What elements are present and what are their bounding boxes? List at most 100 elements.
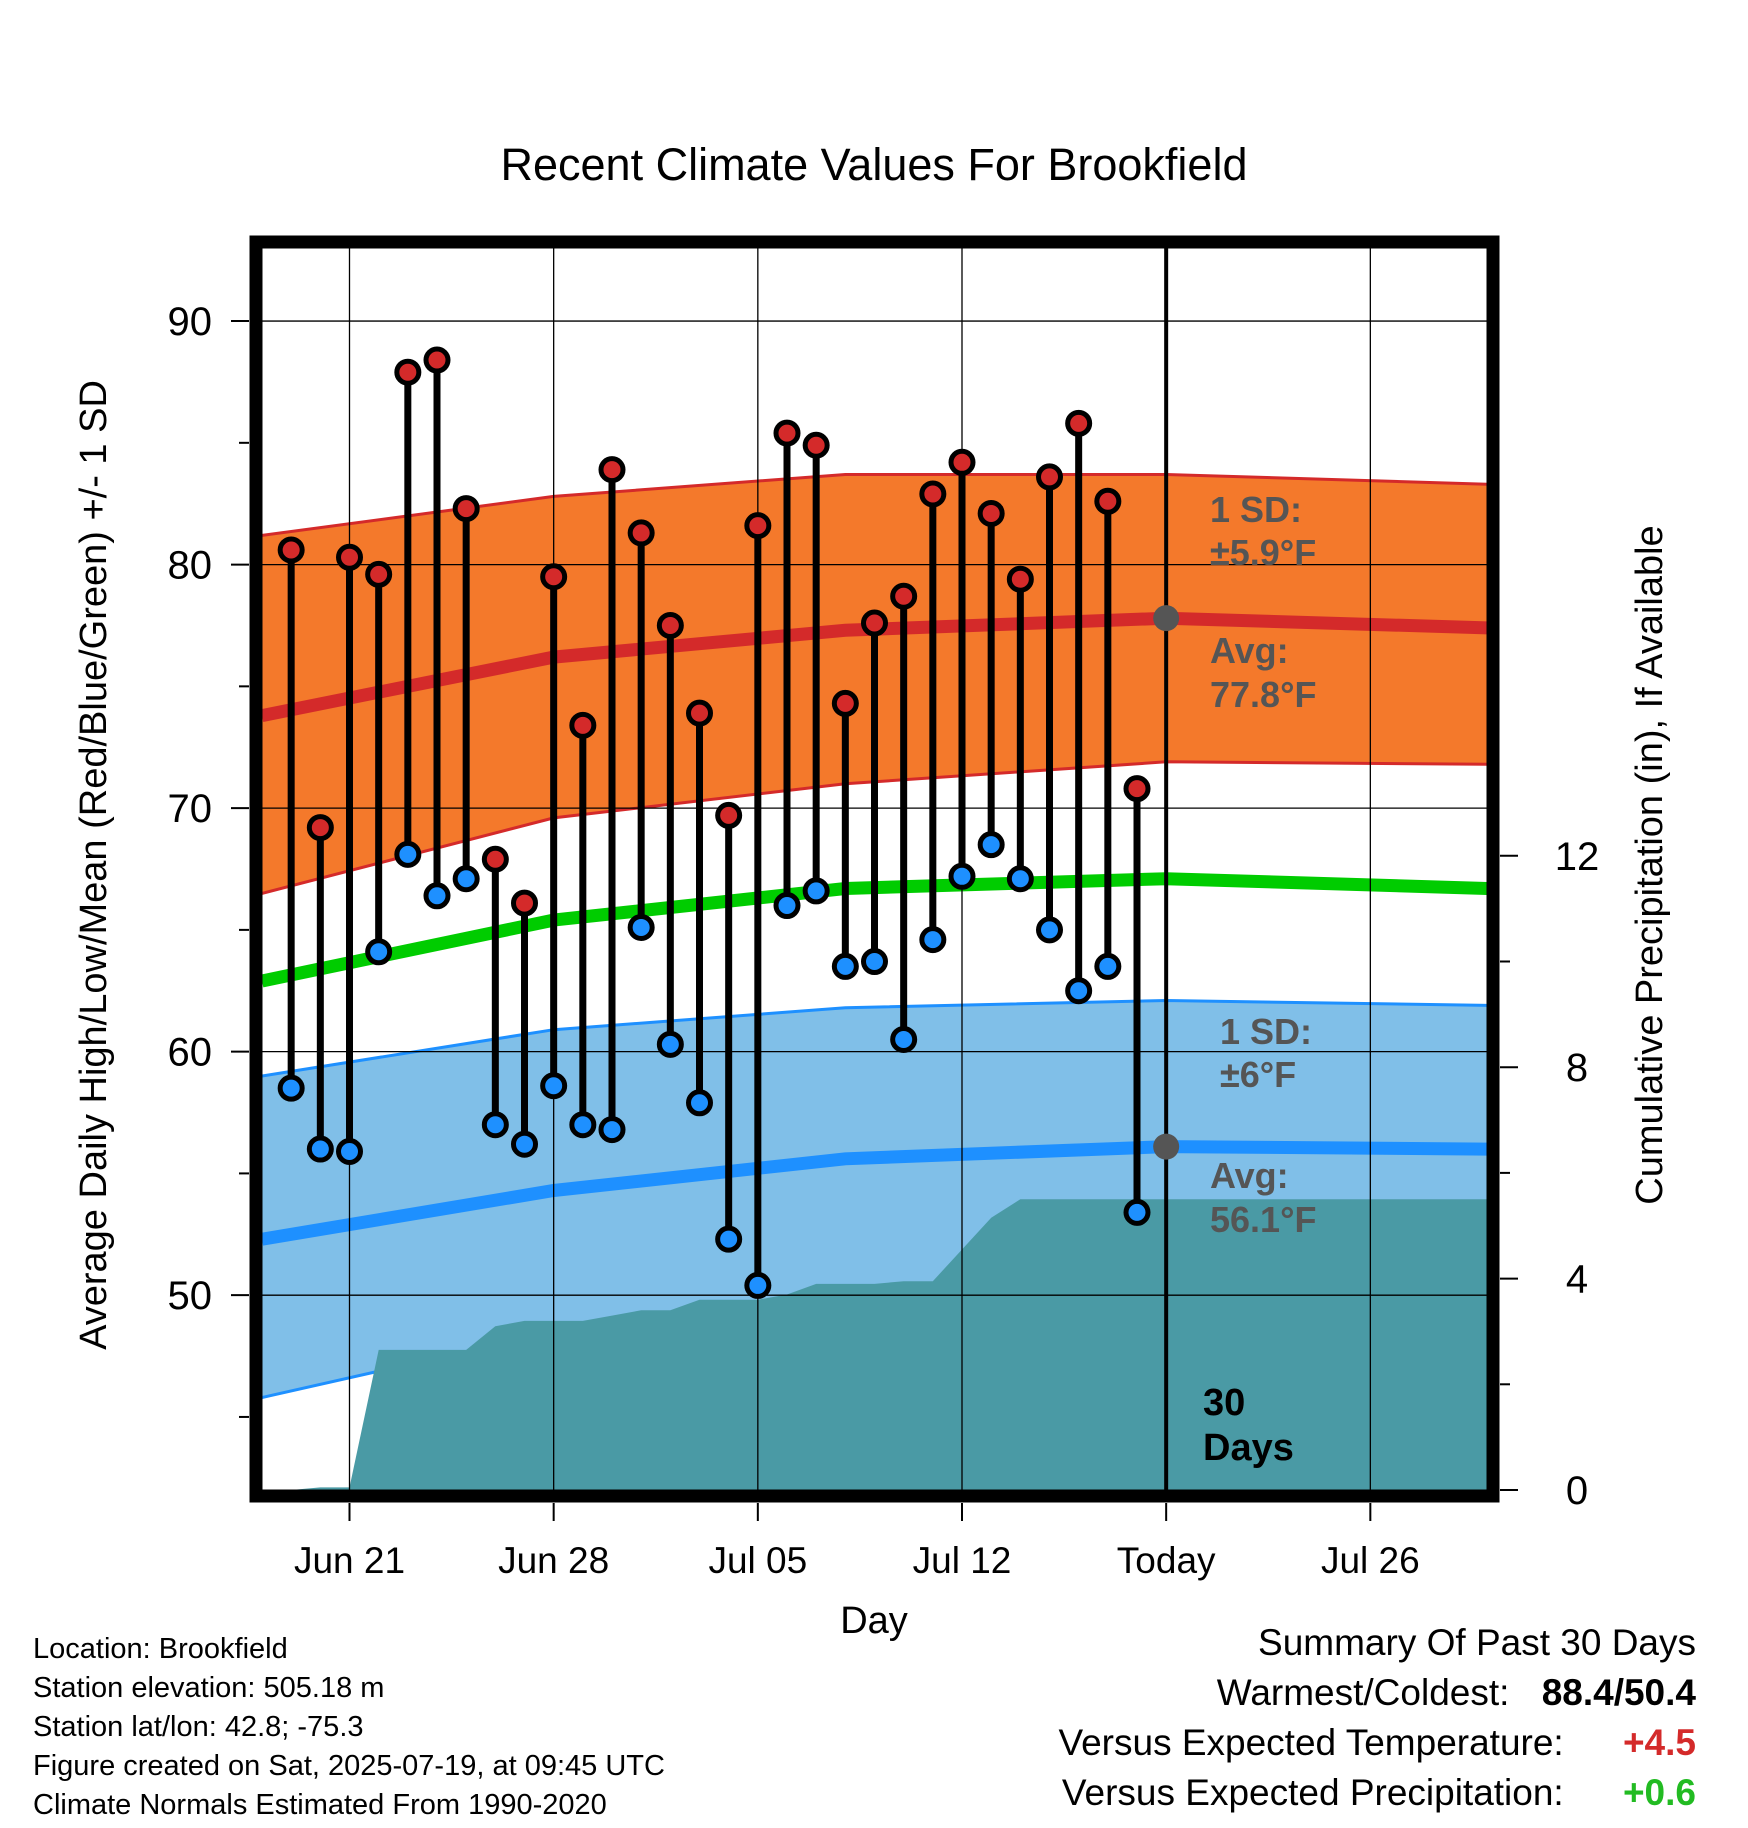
days-number: 30 — [1203, 1382, 1245, 1424]
y2-tick-label: 4 — [1566, 1258, 1588, 1302]
daily-high-point — [831, 689, 859, 717]
daily-observation — [1036, 463, 1063, 944]
cumulative-precip-area — [262, 1199, 1487, 1490]
daily-high-point — [569, 711, 597, 739]
today-low-avg-marker — [1153, 1133, 1180, 1160]
summary-precip-row: Versus Expected Precipitation: +0.6 — [1062, 1774, 1696, 1811]
daily-high-point — [715, 801, 743, 829]
daily-low-point — [861, 948, 888, 976]
daily-low-point — [890, 1025, 918, 1053]
low-sd-value: ±6°F — [1220, 1054, 1296, 1095]
daily-observation — [423, 346, 451, 910]
daily-high-point — [919, 480, 947, 508]
daily-low-point — [452, 865, 480, 893]
daily-observation — [656, 611, 684, 1058]
daily-observation — [306, 814, 334, 1163]
daily-high-point — [540, 563, 568, 591]
y-tick-label: 50 — [168, 1274, 213, 1318]
y2-tick-label: 8 — [1566, 1046, 1588, 1090]
daily-high-point — [773, 419, 801, 447]
x-tick-label: Jun 28 — [498, 1540, 609, 1581]
daily-observation — [977, 499, 1005, 859]
daily-high-point — [481, 845, 509, 873]
daily-high-point — [598, 456, 626, 484]
daily-high-point — [627, 519, 655, 547]
x-tick-label: Today — [1117, 1540, 1216, 1581]
normal-low-sd-band — [262, 1000, 1487, 1398]
daily-low-point — [394, 840, 422, 868]
daily-low-point — [1123, 1198, 1151, 1226]
daily-high-point — [656, 611, 684, 639]
precip-label: Versus Expected Precipitation: — [1061, 1772, 1564, 1813]
daily-observation — [744, 512, 772, 1299]
daily-observation — [1006, 565, 1034, 893]
daily-low-point — [540, 1072, 568, 1100]
today-high-avg-marker — [1153, 605, 1180, 632]
daily-high-point — [861, 609, 888, 637]
daily-high-point — [977, 499, 1005, 527]
daily-observation — [715, 801, 743, 1253]
daily-low-point — [365, 938, 393, 966]
daily-high-point — [336, 543, 363, 571]
y-tick-label: 80 — [168, 544, 213, 588]
daily-observation — [890, 582, 918, 1053]
low-avg-annotation: Avg: 56.1°F — [1210, 1155, 1316, 1240]
high-sd-annotation: 1 SD: ±5.9°F — [1210, 489, 1316, 573]
precip-value: +0.6 — [1622, 1772, 1696, 1813]
normal-high-mean-line — [262, 611, 1487, 722]
daily-observation — [1094, 487, 1122, 980]
daily-high-point — [802, 431, 830, 459]
high-sd-label: 1 SD: — [1210, 489, 1302, 530]
daily-low-point — [686, 1089, 713, 1117]
daily-high-point — [1036, 463, 1063, 491]
daily-observation — [919, 480, 947, 954]
daily-observation — [277, 536, 305, 1102]
normal-low-sd-upper-line — [262, 998, 1487, 1078]
daily-low-point — [598, 1116, 626, 1144]
daily-high-point — [511, 889, 538, 917]
daily-observation — [452, 495, 480, 893]
daily-low-point — [423, 882, 451, 910]
x-tick-label: Jun 21 — [294, 1540, 405, 1581]
daily-low-point — [831, 952, 859, 980]
daily-low-point — [1065, 977, 1093, 1005]
high-avg-annotation: Avg: 77.8°F — [1210, 630, 1316, 715]
temp-value: +4.5 — [1622, 1722, 1696, 1763]
low-sd-annotation: 1 SD: ±6°F — [1220, 1011, 1312, 1095]
location-text: Location: Brookfield — [33, 1633, 288, 1665]
elevation-text: Station elevation: 505.18 m — [33, 1672, 385, 1704]
daily-low-point — [306, 1135, 334, 1163]
daily-low-point — [715, 1225, 743, 1253]
plot-frame — [249, 235, 1500, 1503]
x-tick-label: Jul 26 — [1321, 1540, 1420, 1581]
daily-observation — [861, 609, 888, 976]
daily-high-point — [452, 495, 480, 523]
x-tick-label: Jul 05 — [708, 1540, 807, 1581]
chart-title: Recent Climate Values For Brookfield — [501, 139, 1248, 190]
warm-cold-value: 88.4/50.4 — [1541, 1672, 1696, 1713]
daily-observation — [1065, 409, 1093, 1005]
high-sd-value: ±5.9°F — [1210, 532, 1316, 573]
daily-low-point — [802, 877, 830, 905]
daily-high-point — [744, 512, 772, 540]
daily-observation — [773, 419, 801, 920]
daily-low-point — [277, 1074, 305, 1102]
y2-axis-label: Cumulative Precipitation (in), If Availa… — [1629, 525, 1671, 1204]
y-axis-label: Average Daily High/Low/Mean (Red/Blue/Gr… — [73, 380, 115, 1350]
daily-observation — [598, 456, 626, 1144]
created-text: Figure created on Sat, 2025-07-19, at 09… — [33, 1750, 665, 1782]
daily-high-point — [423, 346, 451, 374]
daily-observation — [394, 358, 422, 868]
warm-cold-label: Warmest/Coldest: — [1216, 1672, 1510, 1713]
daily-high-point — [277, 536, 305, 564]
daily-observation — [511, 889, 538, 1158]
daily-low-point — [773, 892, 801, 920]
daily-low-point — [948, 862, 976, 890]
daily-high-point — [1123, 775, 1151, 803]
daily-observation — [686, 699, 713, 1117]
y-tick-label: 70 — [168, 787, 213, 831]
daily-observation — [802, 431, 830, 905]
daily-observation — [365, 560, 393, 966]
plot-area: 50 60 70 80 90 0 4 8 12 Jun 21 Jun 28 Jul 05 Jul 12 T… — [168, 235, 1599, 1581]
daily-observation — [569, 711, 597, 1139]
